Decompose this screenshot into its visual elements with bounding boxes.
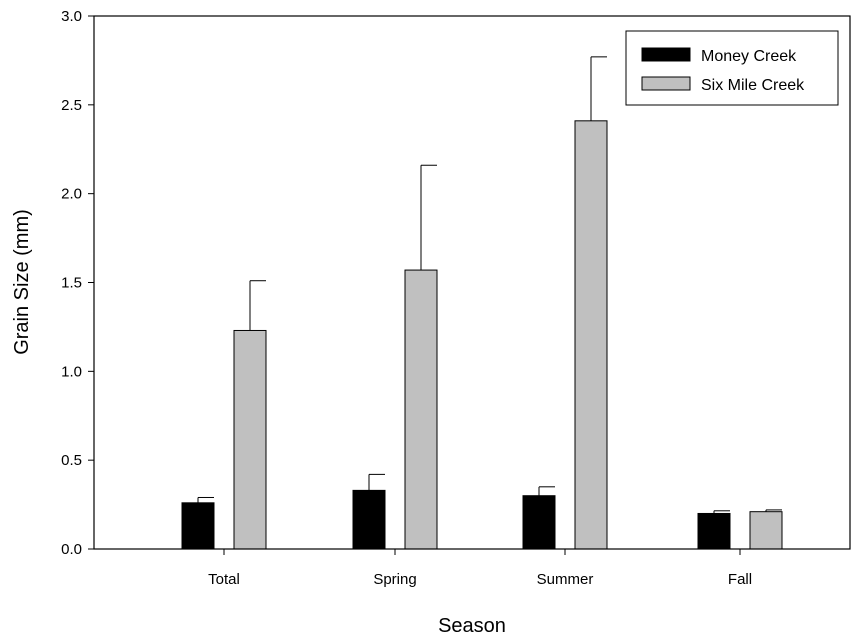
y-tick-label: 1.5	[61, 275, 82, 292]
y-tick-label: 1.0	[61, 363, 82, 380]
legend-swatch-money-creek	[641, 47, 691, 62]
x-tick-label: Spring	[373, 571, 416, 588]
y-tick-label: 2.5	[61, 97, 82, 114]
y-tick-label: 2.0	[61, 186, 82, 203]
y-axis-title: Grain Size (mm)	[11, 209, 33, 355]
bar-money-creek-summer	[522, 495, 556, 550]
bars-layer	[181, 120, 783, 550]
bar-six-mile-creek-fall	[749, 511, 783, 550]
x-tick-label: Total	[208, 571, 240, 588]
bar-six-mile-creek-summer	[574, 120, 608, 550]
y-axis: 0.0 0.5 1.0 1.5 2.0 2.5 3.0	[61, 8, 94, 558]
legend-label-six-mile-creek: Six Mile Creek	[701, 77, 805, 94]
error-bars-layer	[197, 56, 782, 514]
y-tick-label: 0.0	[61, 541, 82, 558]
bar-money-creek-spring	[352, 489, 386, 550]
x-tick-label: Fall	[728, 571, 752, 588]
bar-six-mile-creek-total	[233, 329, 267, 550]
x-axis: Total Spring Summer Fall	[208, 549, 752, 588]
legend-box	[625, 30, 839, 106]
x-tick-label: Summer	[537, 571, 594, 588]
y-tick-label: 3.0	[61, 8, 82, 25]
legend-swatch-six-mile-creek	[641, 76, 691, 91]
legend-label-money-creek: Money Creek	[701, 48, 797, 65]
bar-six-mile-creek-spring	[404, 269, 438, 550]
bar-money-creek-fall	[697, 512, 731, 550]
y-tick-label: 0.5	[61, 452, 82, 469]
x-axis-title: Season	[438, 615, 506, 637]
legend: Money Creek Six Mile Creek	[625, 30, 839, 106]
bar-money-creek-total	[181, 502, 215, 550]
